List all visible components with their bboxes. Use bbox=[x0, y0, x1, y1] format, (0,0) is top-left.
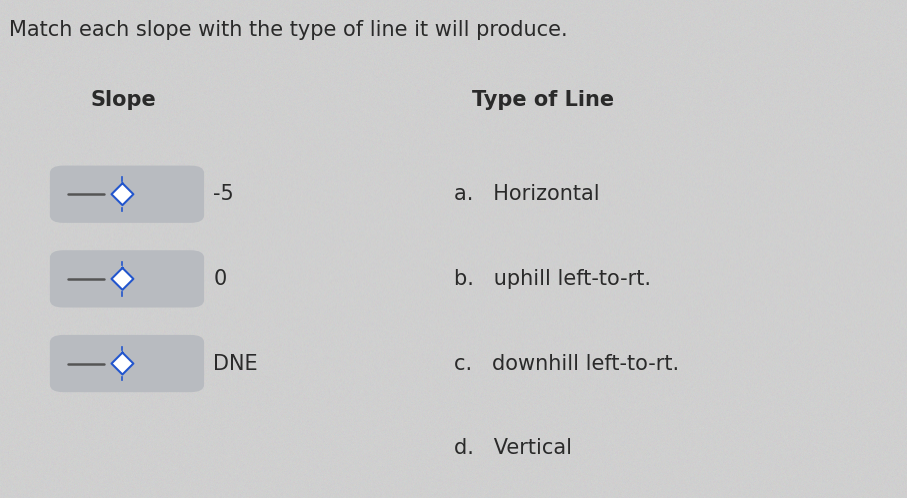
Text: c.   downhill left-to-rt.: c. downhill left-to-rt. bbox=[454, 354, 678, 374]
Text: DNE: DNE bbox=[213, 354, 258, 374]
Text: Match each slope with the type of line it will produce.: Match each slope with the type of line i… bbox=[9, 20, 568, 40]
Text: -5: -5 bbox=[213, 184, 234, 204]
Polygon shape bbox=[112, 353, 133, 374]
FancyBboxPatch shape bbox=[50, 250, 204, 307]
Text: 0: 0 bbox=[213, 269, 227, 289]
Text: b.   uphill left-to-rt.: b. uphill left-to-rt. bbox=[454, 269, 650, 289]
Text: Slope: Slope bbox=[91, 90, 156, 110]
Polygon shape bbox=[112, 183, 133, 205]
FancyBboxPatch shape bbox=[50, 165, 204, 223]
FancyBboxPatch shape bbox=[50, 335, 204, 392]
Text: Type of Line: Type of Line bbox=[472, 90, 614, 110]
Text: a.   Horizontal: a. Horizontal bbox=[454, 184, 600, 204]
Text: d.   Vertical: d. Vertical bbox=[454, 438, 571, 458]
Polygon shape bbox=[112, 268, 133, 290]
